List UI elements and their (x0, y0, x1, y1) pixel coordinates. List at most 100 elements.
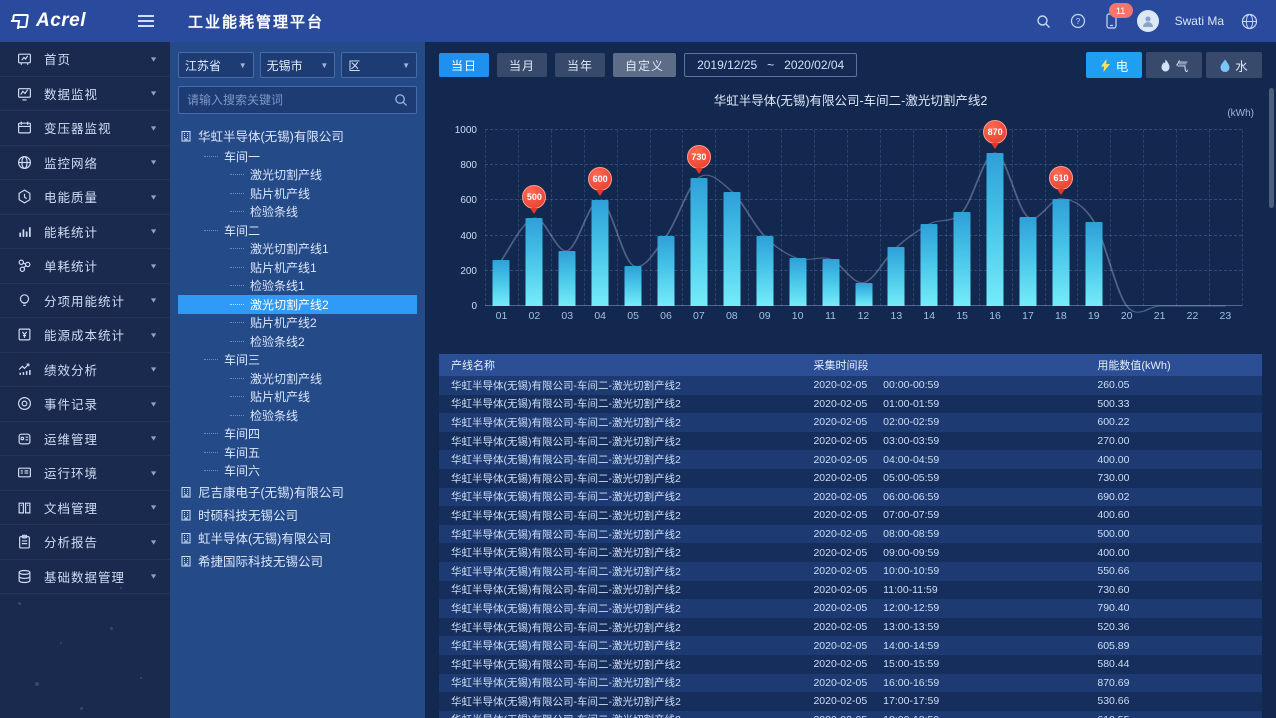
search-input[interactable] (187, 93, 394, 107)
bar-09[interactable] (756, 236, 774, 306)
table-row[interactable]: 华虹半导体(无锡)有限公司-车间二-激光切割产线2 2020-02-05 10:0… (439, 561, 1262, 581)
bar-06[interactable] (657, 236, 675, 306)
city-select[interactable]: 无锡市 ▼ (259, 52, 336, 78)
sidebar-item-15[interactable]: 分析报告 ▼ (0, 525, 170, 560)
table-row[interactable]: 华虹半导体(无锡)有限公司-车间二-激光切割产线2 2020-02-05 14:0… (439, 636, 1262, 655)
bar-07[interactable] (690, 177, 708, 306)
tree-company-node[interactable]: 华虹半导体(无锡)有限公司 (178, 124, 417, 147)
bar-02[interactable] (525, 218, 543, 306)
bar-03[interactable] (558, 250, 576, 306)
scrollbar-thumb[interactable] (1269, 88, 1274, 208)
bar-05[interactable] (624, 265, 642, 306)
tree-company-node[interactable]: 尼吉康电子(无锡)有限公司 (178, 480, 417, 503)
date-range-picker[interactable]: 2019/12/25 ~ 2020/02/04 (684, 53, 858, 77)
tree-line-node[interactable]: 贴片机产线 (178, 184, 417, 203)
sidebar-item-5[interactable]: 电能质量 ▼ (0, 180, 170, 215)
table-row[interactable]: 华虹半导体(无锡)有限公司-车间二-激光切割产线2 2020-02-05 17:0… (439, 692, 1262, 711)
table-row[interactable]: 华虹半导体(无锡)有限公司-车间二-激光切割产线2 2020-02-05 11:0… (439, 580, 1262, 600)
sidebar-item-16[interactable]: 基础数据管理 ▼ (0, 560, 170, 594)
tree-line-node[interactable]: 激光切割产线 (178, 166, 417, 185)
bar-15[interactable] (953, 212, 971, 306)
sidebar-item-12[interactable]: 运维管理 ▼ (0, 422, 170, 456)
table-row[interactable]: 华虹半导体(无锡)有限公司-车间二-激光切割产线2 2020-02-05 02:0… (439, 413, 1262, 432)
bar-11[interactable] (822, 259, 840, 306)
province-select[interactable]: 江苏省 ▼ (178, 52, 254, 78)
bar-01[interactable] (492, 260, 510, 306)
bar-04[interactable] (591, 200, 609, 306)
period-button-自定义[interactable]: 自定义 (613, 53, 677, 77)
search-icon[interactable] (1035, 12, 1053, 30)
bar-16[interactable] (986, 152, 1004, 306)
bar-08[interactable] (723, 191, 741, 306)
table-row[interactable]: 华虹半导体(无锡)有限公司-车间二-激光切割产线2 2020-02-05 15:0… (439, 654, 1262, 674)
bar-17[interactable] (1019, 217, 1037, 306)
table-row[interactable]: 华虹半导体(无锡)有限公司-车间二-激光切割产线2 2020-02-05 09:0… (439, 543, 1262, 562)
table-row[interactable]: 华虹半导体(无锡)有限公司-车间二-激光切割产线2 2020-02-05 06:0… (439, 487, 1262, 507)
table-row[interactable]: 华虹半导体(无锡)有限公司-车间二-激光切割产线2 2020-02-05 05:0… (439, 468, 1262, 488)
help-icon[interactable]: ? (1069, 12, 1087, 30)
table-row[interactable]: 华虹半导体(无锡)有限公司-车间二-激光切割产线2 2020-02-05 13:0… (439, 617, 1262, 637)
energy-button-气[interactable]: 气 (1146, 52, 1202, 78)
bar-13[interactable] (887, 247, 905, 306)
cell-value: 530.66 (1097, 695, 1130, 708)
globe-icon[interactable] (1240, 12, 1258, 30)
tree-workshop-node[interactable]: 车间一 (178, 147, 417, 166)
district-select[interactable]: 区 ▼ (341, 52, 418, 78)
hamburger-menu-icon[interactable] (134, 11, 158, 31)
tree-line-node[interactable]: 检验条线 (178, 406, 417, 425)
table-row[interactable]: 华虹半导体(无锡)有限公司-车间二-激光切割产线2 2020-02-05 04:0… (439, 450, 1262, 469)
bar-10[interactable] (789, 258, 807, 306)
tree-company-node[interactable]: 时硕科技无锡公司 (178, 503, 417, 526)
tree-line-node[interactable]: 激光切割产线1 (178, 240, 417, 259)
tree-line-node[interactable]: 贴片机产线2 (178, 314, 417, 333)
tree-workshop-node[interactable]: 车间三 (178, 351, 417, 370)
tree-line-node[interactable]: 检验条线1 (178, 277, 417, 296)
bar-12[interactable] (855, 282, 872, 306)
tree-line-node[interactable]: 激光切割产线2 (178, 295, 417, 314)
tree-workshop-node[interactable]: 车间二 (178, 221, 417, 240)
table-row[interactable]: 华虹半导体(无锡)有限公司-车间二-激光切割产线2 2020-02-05 16:0… (439, 673, 1262, 693)
tree-workshop-node[interactable]: 车间六 (178, 462, 417, 481)
avatar[interactable] (1136, 10, 1159, 32)
sidebar-item-2[interactable]: 数据监视 ▼ (0, 77, 170, 111)
table-row[interactable]: 华虹半导体(无锡)有限公司-车间二-激光切割产线2 2020-02-05 12:0… (439, 599, 1262, 618)
sidebar-item-9[interactable]: 能源成本统计 ▼ (0, 318, 170, 353)
tree-line-node[interactable]: 激光切割产线 (178, 369, 417, 388)
tree-workshop-node[interactable]: 车间五 (178, 443, 417, 462)
tree-line-node[interactable]: 贴片机产线1 (178, 258, 417, 277)
x-tick-label: 16 (989, 310, 1001, 322)
sidebar-item-6[interactable]: 能耗统计 ▼ (0, 215, 170, 249)
bar-19[interactable] (1085, 221, 1103, 306)
sidebar-item-4[interactable]: 监控网络 ▼ (0, 146, 170, 180)
table-row[interactable]: 华虹半导体(无锡)有限公司-车间二-激光切割产线2 2020-02-05 07:0… (439, 506, 1262, 525)
tree-line-node[interactable]: 检验条线 (178, 203, 417, 222)
notification-icon[interactable]: 11 (1103, 3, 1133, 30)
table-row[interactable]: 华虹半导体(无锡)有限公司-车间二-激光切割产线2 2020-02-05 00:0… (439, 376, 1262, 395)
sidebar-item-13[interactable]: 运行环境 ▼ (0, 456, 170, 491)
tree-company-node[interactable]: 希捷国际科技无锡公司 (178, 549, 417, 572)
sidebar-item-7[interactable]: 单耗统计 ▼ (0, 249, 170, 284)
sidebar-item-14[interactable]: 文档管理 ▼ (0, 491, 170, 525)
bar-14[interactable] (920, 223, 938, 306)
table-row[interactable]: 华虹半导体(无锡)有限公司-车间二-激光切割产线2 2020-02-05 08:0… (439, 524, 1262, 544)
sidebar-item-1[interactable]: 首页 ▼ (0, 42, 170, 77)
period-button-当日[interactable]: 当日 (439, 53, 490, 77)
tree-workshop-node[interactable]: 车间四 (178, 425, 417, 444)
search-icon[interactable] (394, 93, 408, 107)
tree-line-node[interactable]: 检验条线2 (178, 332, 417, 351)
bar-18[interactable] (1052, 198, 1070, 306)
energy-button-电[interactable]: 电 (1086, 52, 1142, 78)
table-row[interactable]: 华虹半导体(无锡)有限公司-车间二-激光切割产线2 2020-02-05 03:0… (439, 431, 1262, 451)
period-button-当月[interactable]: 当月 (497, 53, 548, 77)
table-row[interactable]: 华虹半导体(无锡)有限公司-车间二-激光切割产线2 2020-02-05 01:0… (439, 394, 1262, 414)
sidebar-item-11[interactable]: 事件记录 ▼ (0, 387, 170, 422)
table-row[interactable]: 华虹半导体(无锡)有限公司-车间二-激光切割产线2 2020-02-05 18:0… (439, 710, 1262, 718)
sidebar-item-10[interactable]: 绩效分析 ▼ (0, 353, 170, 387)
period-button-当年[interactable]: 当年 (555, 53, 606, 77)
tree-company-node[interactable]: 虹半导体(无锡)有限公司 (178, 526, 417, 549)
sidebar-item-3[interactable]: 变压器监视 ▼ (0, 111, 170, 146)
user-name[interactable]: Swati Ma (1174, 14, 1224, 28)
sidebar-item-8[interactable]: 分项用能统计 ▼ (0, 284, 170, 318)
tree-line-node[interactable]: 贴片机产线 (178, 388, 417, 407)
energy-button-水[interactable]: 水 (1206, 52, 1262, 78)
